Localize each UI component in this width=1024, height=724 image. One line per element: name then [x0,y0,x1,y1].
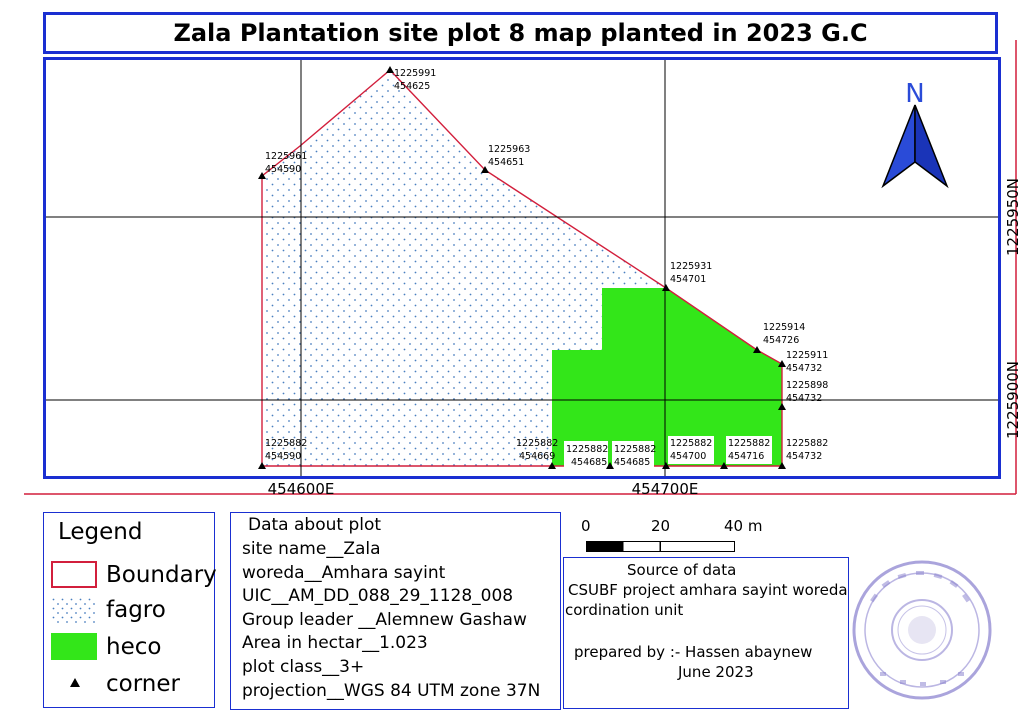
grid-label-y2: 1225900N [1004,361,1022,439]
corner-label-e: 454590 [265,451,301,462]
corner-marker [481,166,489,173]
scale-label-20: 20 [651,517,671,535]
prepared-date: June 2023 [678,663,754,681]
north-arrow-icon: N [881,79,949,189]
plot-info-panel [230,512,561,710]
dotted-swatch-icon [51,597,97,624]
corner-marker [386,66,394,73]
source-line-1: CSUBF project amhara sayint woreda [568,581,848,599]
corner-label-n: 1225882 [728,438,770,449]
plot-projection: projection__WGS 84 UTM zone 37N [242,681,541,701]
corner-label-e: 454669 [519,451,555,462]
plot-class: plot class__3+ [242,657,365,677]
scale-label-40: 40 m [724,517,763,535]
corner-marker [720,462,728,469]
corner-label-n: 1225882 [614,444,656,455]
north-label: N [905,79,924,109]
plot-boundary [261,69,783,467]
map-title: Zala Plantation site plot 8 map planted … [173,19,868,47]
map-frame [43,57,1001,479]
fagro-area [262,70,666,466]
corner-label-e: 454726 [763,335,799,346]
scale-label-0: 0 [581,517,591,535]
corner-label-n: 1225961 [265,151,307,162]
plot-woreda: woreda__Amhara sayint [242,563,446,583]
legend-label-heco: heco [106,634,162,660]
corner-label-e: 454685 [614,457,650,468]
corner-label-e: 454590 [265,164,301,175]
corner-label-n: 1225898 [786,380,828,391]
legend-label-boundary: Boundary [106,562,217,588]
corner-label-e: 454732 [786,451,822,462]
corner-label-n: 1225911 [786,350,828,361]
source-heading: Source of data [627,561,737,579]
source-line-2: cordination unit [565,601,684,619]
corner-label-n: 1225882 [670,438,712,449]
grid-label-x1: 454600E [268,480,335,498]
corner-marker [778,403,786,410]
legend-label-corner: corner [106,671,180,697]
corner-label-e: 454732 [786,363,822,374]
corner-marker [548,462,556,469]
corner-marker [778,360,786,367]
source-panel [563,557,849,709]
corner-label-n: 1225963 [488,144,530,155]
boundary-swatch-icon [51,561,97,588]
corner-label-n: 1225882 [786,438,828,449]
triangle-icon [70,678,80,687]
corner-label-n: 1225914 [763,322,805,333]
corner-marker [662,284,670,291]
grid-label-y1: 1225950N [1004,178,1022,256]
green-swatch-icon [51,633,97,660]
legend-panel [43,512,215,708]
corner-marker [662,462,670,469]
corner-label-n: 1225882 [516,438,558,449]
corner-marker [753,346,761,353]
corner-label-e: 454732 [786,393,822,404]
official-stamp [852,560,992,700]
plot-info-heading: Data about plot [248,515,382,535]
scale-bar [586,541,735,552]
corner-label-e: 454701 [670,274,706,285]
heco-area [552,288,782,466]
legend-label-fagro: fagro [106,597,166,623]
plot-uic: UIC__AM_DD_088_29_1128_008 [242,586,514,606]
corner-label-n: 1225931 [670,261,712,272]
prepared-by: prepared by :- Hassen abaynew [574,643,813,661]
grid-lines [46,60,998,476]
corner-label-n: 1225991 [394,68,436,79]
title-box: Zala Plantation site plot 8 map planted … [43,12,998,54]
corner-label-n: 1225882 [566,444,608,455]
corner-label-e: 454716 [728,451,764,462]
grid-label-x2: 454700E [632,480,699,498]
corner-label-e: 454625 [394,81,430,92]
label-backgrounds [564,436,830,467]
legend-title: Legend [58,519,143,545]
corner-marker [258,462,266,469]
corner-marker [606,462,614,469]
plot-site-name: site name__Zala [242,539,381,559]
corner-marker [258,172,266,179]
corner-marker [778,462,786,469]
plot-area: Area in hectar__1.023 [242,633,428,653]
corner-label-e: 454685 [571,457,607,468]
corner-label-n: 1225882 [265,438,307,449]
corner-markers [258,66,786,469]
corner-label-e: 454700 [670,451,706,462]
corner-label-e: 454651 [488,157,524,168]
plot-group-leader: Group leader __Alemnew Gashaw [242,610,527,630]
